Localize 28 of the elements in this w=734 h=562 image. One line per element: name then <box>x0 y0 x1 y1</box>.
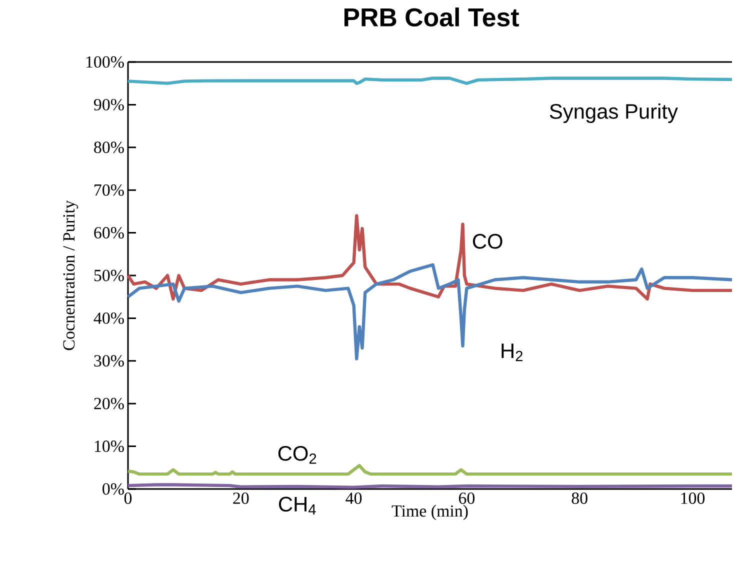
y-tick-label: 70% <box>94 184 124 196</box>
y-tick-label: 30% <box>94 355 124 367</box>
series-label: CO <box>472 234 502 249</box>
chart-title: PRB Coal Test <box>344 8 519 27</box>
series-label: CH$_{4}$ <box>278 496 316 514</box>
y-tick-label: 0% <box>102 483 124 495</box>
x-tick-label: 60 <box>458 492 475 504</box>
y-tick-label: 20% <box>94 398 124 410</box>
x-tick-label: 20 <box>233 492 249 504</box>
y-tick-label: 10% <box>94 440 124 452</box>
line-series <box>126 214 734 301</box>
x-tick-label: 100 <box>681 492 705 504</box>
x-axis-title: Time (min) <box>392 504 468 520</box>
line-series <box>126 464 734 476</box>
y-axis-title: Cocnentration / Purity <box>63 200 78 350</box>
y-tick-label: 90% <box>94 98 124 110</box>
y-tick-label: 80% <box>94 142 124 154</box>
x-tick-label: 0 <box>124 492 132 504</box>
series-label: Syngas Purity <box>550 103 678 123</box>
y-tick-label: 50% <box>94 270 124 282</box>
line-series <box>126 263 734 360</box>
series-label: H$_{2}$ <box>502 344 522 362</box>
series-label: CO$_{2}$ <box>278 446 316 464</box>
y-tick-label: 100% <box>86 56 124 68</box>
x-tick-label: 40 <box>346 492 362 504</box>
x-tick-label: 80 <box>572 492 588 504</box>
y-tick-label: 40% <box>94 312 124 324</box>
y-tick-label: 60% <box>94 227 124 239</box>
